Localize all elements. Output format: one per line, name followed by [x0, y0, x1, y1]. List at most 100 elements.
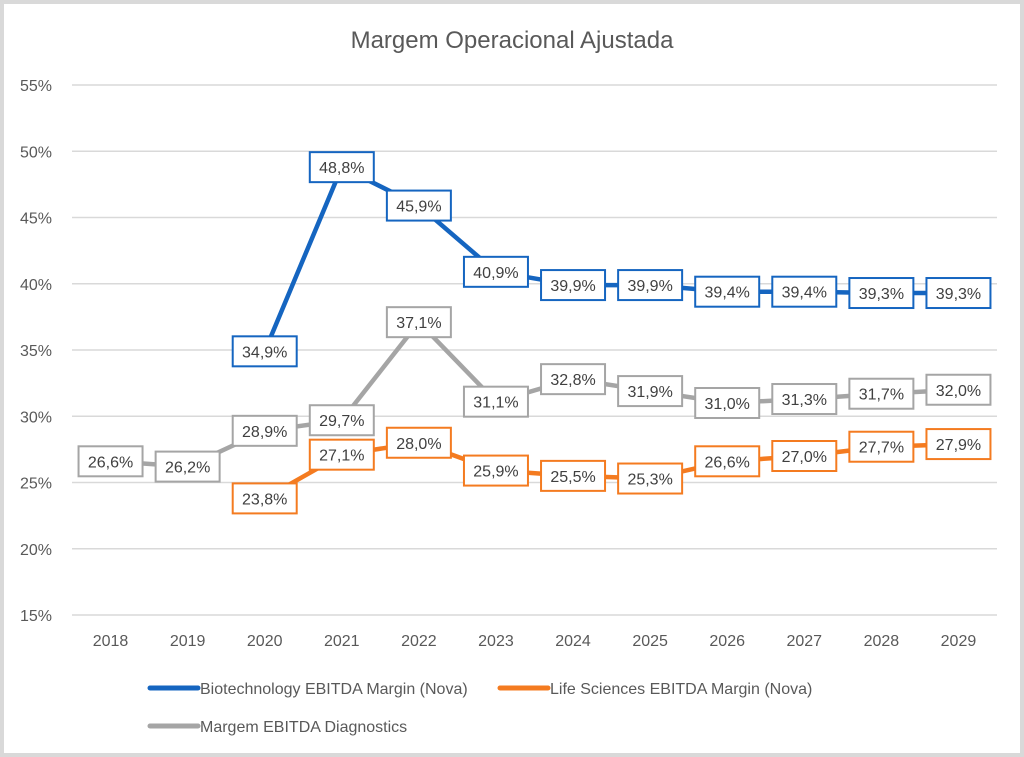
x-tick-label: 2020 — [247, 633, 283, 650]
data-label-text: 31,7% — [859, 387, 904, 404]
data-label-text: 26,6% — [705, 454, 750, 471]
data-label-box — [848, 430, 915, 463]
data-label-box — [771, 383, 838, 416]
data-label: 28,0% — [385, 426, 452, 459]
data-label-text: 48,8% — [319, 160, 364, 177]
data-label-text: 27,0% — [782, 449, 827, 466]
data-label-text: 25,5% — [550, 469, 595, 486]
y-tick-label: 45% — [20, 211, 52, 228]
data-label: 39,3% — [925, 277, 992, 310]
data-label: 39,4% — [771, 275, 838, 308]
y-tick-label: 50% — [20, 144, 52, 161]
data-label-text: 31,0% — [705, 396, 750, 413]
data-label-box — [694, 387, 761, 419]
data-label-text: 23,8% — [242, 491, 287, 508]
data-label-text: 39,9% — [550, 278, 595, 295]
data-label: 39,9% — [617, 269, 684, 302]
data-label: 37,1% — [385, 306, 452, 339]
data-label: 32,0% — [925, 373, 992, 406]
data-label: 32,8% — [540, 363, 607, 396]
data-label-text: 39,4% — [705, 285, 750, 302]
data-label-text: 25,3% — [627, 472, 672, 489]
data-label-box — [617, 269, 684, 302]
x-tick-label: 2019 — [170, 633, 206, 650]
data-label-text: 27,7% — [859, 440, 904, 457]
x-tick-label: 2021 — [324, 633, 360, 650]
legend-label: Biotechnology EBITDA Margin (Nova) — [200, 681, 468, 698]
data-label: 45,9% — [385, 189, 452, 222]
data-label-text: 32,8% — [550, 372, 595, 389]
y-tick-label: 55% — [20, 78, 52, 95]
data-label-text: 39,9% — [627, 278, 672, 295]
data-label: 28,9% — [231, 414, 298, 447]
data-label-box — [77, 445, 144, 478]
data-label-text: 27,9% — [936, 437, 981, 454]
y-tick-label: 30% — [20, 409, 52, 426]
data-label: 31,3% — [771, 383, 838, 416]
data-label: 48,8% — [308, 151, 375, 184]
data-label: 23,8% — [231, 482, 298, 515]
data-label-box — [540, 269, 607, 302]
data-label-text: 39,4% — [782, 285, 827, 302]
data-label: 40,9% — [462, 255, 529, 288]
data-label-text: 27,1% — [319, 448, 364, 465]
data-label-box — [385, 189, 452, 222]
data-label-text: 28,0% — [396, 436, 441, 453]
data-label-text: 29,7% — [319, 413, 364, 430]
data-label: 31,9% — [617, 375, 684, 408]
data-label-box — [540, 363, 607, 396]
data-label-text: 39,3% — [859, 286, 904, 303]
data-label: 39,3% — [848, 277, 915, 310]
data-label-box — [231, 335, 298, 368]
data-label: 26,2% — [154, 450, 221, 483]
legend-label: Life Sciences EBITDA Margin (Nova) — [550, 681, 812, 698]
data-label-box — [231, 482, 298, 515]
data-label: 39,4% — [694, 275, 761, 308]
x-tick-label: 2023 — [478, 633, 514, 650]
data-label-text: 25,9% — [473, 464, 518, 481]
data-label-text: 39,3% — [936, 286, 981, 303]
data-label: 27,0% — [771, 440, 838, 472]
data-label: 25,9% — [462, 454, 529, 487]
data-label-box — [308, 404, 375, 437]
data-label-box — [617, 462, 684, 495]
legend: Biotechnology EBITDA Margin (Nova) Life S… — [147, 681, 812, 736]
data-label-text: 32,0% — [936, 383, 981, 400]
data-label: 39,9% — [540, 269, 607, 302]
data-label-box — [925, 277, 992, 310]
data-label: 25,5% — [540, 459, 607, 492]
gridlines — [72, 84, 997, 616]
x-tick-label: 2018 — [93, 633, 129, 650]
data-label-box — [925, 428, 992, 461]
y-tick-label: 15% — [20, 608, 52, 625]
y-tick-label: 20% — [20, 542, 52, 559]
series-line-0 — [262, 164, 959, 353]
chart-title: Margem Operacional Ajustada — [351, 27, 674, 54]
y-tick-label: 40% — [20, 277, 52, 294]
data-label-text: 45,9% — [396, 199, 441, 216]
data-label-box — [462, 385, 529, 418]
data-label: 27,9% — [925, 428, 992, 461]
y-tick-label: 25% — [20, 476, 52, 493]
legend-item: Margem EBITDA Diagnostics — [147, 719, 407, 736]
data-label-box — [694, 275, 761, 308]
data-label-box — [308, 438, 375, 471]
data-label-text: 34,9% — [242, 344, 287, 361]
x-tick-label: 2022 — [401, 633, 437, 650]
legend-item: Biotechnology EBITDA Margin (Nova) — [147, 681, 468, 698]
data-label: 31,1% — [462, 385, 529, 418]
x-tick-label: 2027 — [786, 633, 822, 650]
data-label-box — [771, 440, 838, 472]
data-labels: 26,6% 26,2% 28,9% 29,7% 37,1% 31,1% 32,8% 31,9%… — [77, 151, 992, 515]
data-label-text: 37,1% — [396, 315, 441, 332]
data-label: 26,6% — [77, 445, 144, 478]
x-tick-label: 2024 — [555, 633, 591, 650]
data-label-text: 31,9% — [627, 384, 672, 401]
legend-label: Margem EBITDA Diagnostics — [200, 719, 407, 736]
data-label-box — [462, 454, 529, 487]
series-line-1 — [263, 440, 959, 501]
data-label-box — [231, 414, 298, 447]
data-label-box — [385, 306, 452, 339]
y-tick-label: 35% — [20, 343, 52, 360]
